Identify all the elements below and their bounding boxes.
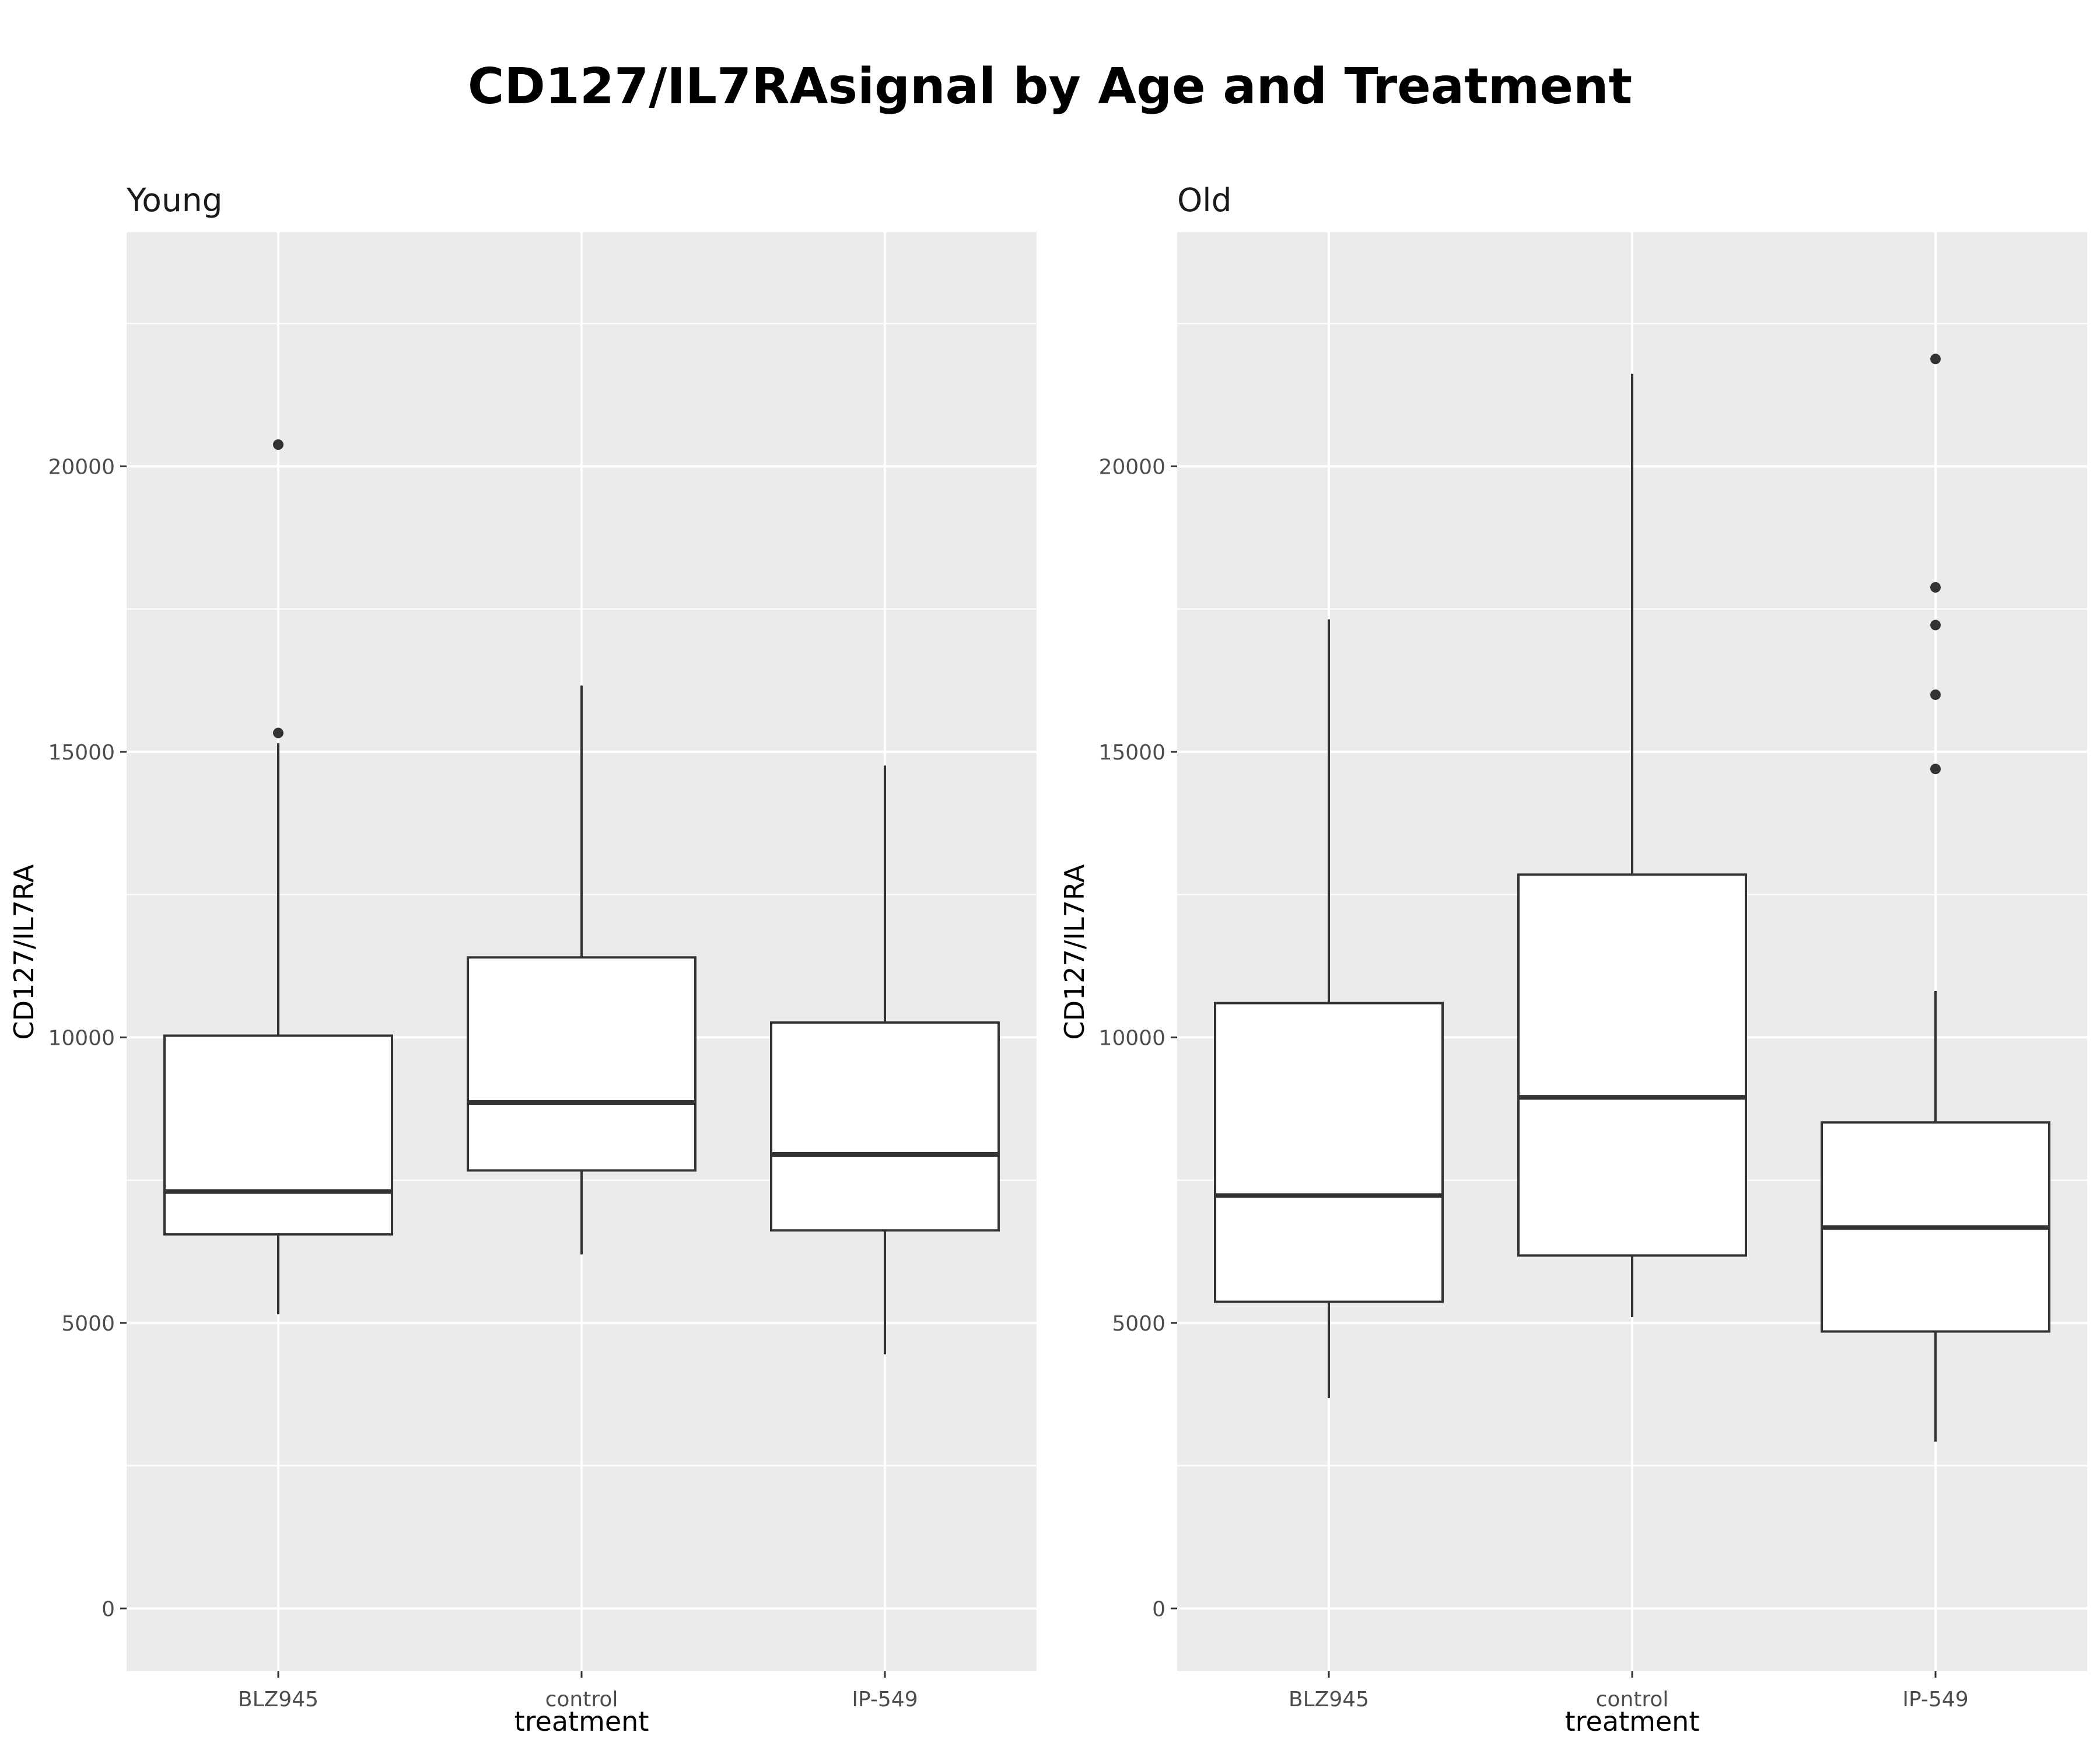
x-tick-label: BLZ945	[238, 1688, 318, 1712]
outlier-point	[1930, 354, 1941, 365]
facet-title-old: Old	[1177, 181, 1231, 219]
outlier-point	[1930, 620, 1941, 631]
y-tick-label: 15000	[1098, 741, 1166, 765]
facet-title-young: Young	[126, 181, 223, 219]
outlier-point	[273, 439, 284, 450]
box-iqr	[1517, 873, 1747, 1257]
y-axis-title-young: CD127/IL7RA	[8, 864, 40, 1040]
y-tick-label: 10000	[48, 1026, 115, 1050]
x-tick-label: control	[1596, 1688, 1669, 1712]
y-tick-label: 0	[1152, 1597, 1166, 1621]
box-iqr	[467, 956, 696, 1172]
outlier-point	[1930, 689, 1941, 700]
x-axis-title-old: treatment	[1565, 1706, 1700, 1737]
outlier-point	[273, 727, 284, 738]
box-iqr	[1214, 1002, 1444, 1303]
y-tick-label: 5000	[61, 1312, 115, 1336]
x-tick-label: control	[545, 1688, 618, 1712]
outlier-point	[1930, 582, 1941, 593]
y-tick-label: 20000	[48, 455, 115, 479]
y-tick-label: 0	[102, 1597, 115, 1621]
box-iqr	[770, 1021, 1000, 1232]
x-tick-label: IP-549	[1902, 1688, 1968, 1712]
x-tick-label: IP-549	[852, 1688, 918, 1712]
box-blz945	[1214, 619, 1444, 1399]
y-axis-title-old: CD127/IL7RA	[1059, 864, 1090, 1040]
chart-title: CD127/IL7RAsignal by Age and Treatment	[468, 58, 1632, 116]
box-ip-549	[1821, 354, 2050, 1442]
outlier-point	[1930, 764, 1941, 775]
y-tick-label: 20000	[1098, 455, 1166, 479]
box-iqr	[163, 1034, 393, 1236]
y-tick-label: 10000	[1098, 1026, 1166, 1050]
y-tick-label: 15000	[48, 741, 115, 765]
y-tick-label: 5000	[1112, 1312, 1166, 1336]
x-axis-title-young: treatment	[514, 1706, 649, 1737]
box-control	[1517, 373, 1747, 1318]
box-ip-549	[770, 765, 1000, 1354]
x-tick-label: BLZ945	[1289, 1688, 1369, 1712]
box-control	[467, 685, 696, 1255]
box-blz945	[163, 439, 393, 1315]
